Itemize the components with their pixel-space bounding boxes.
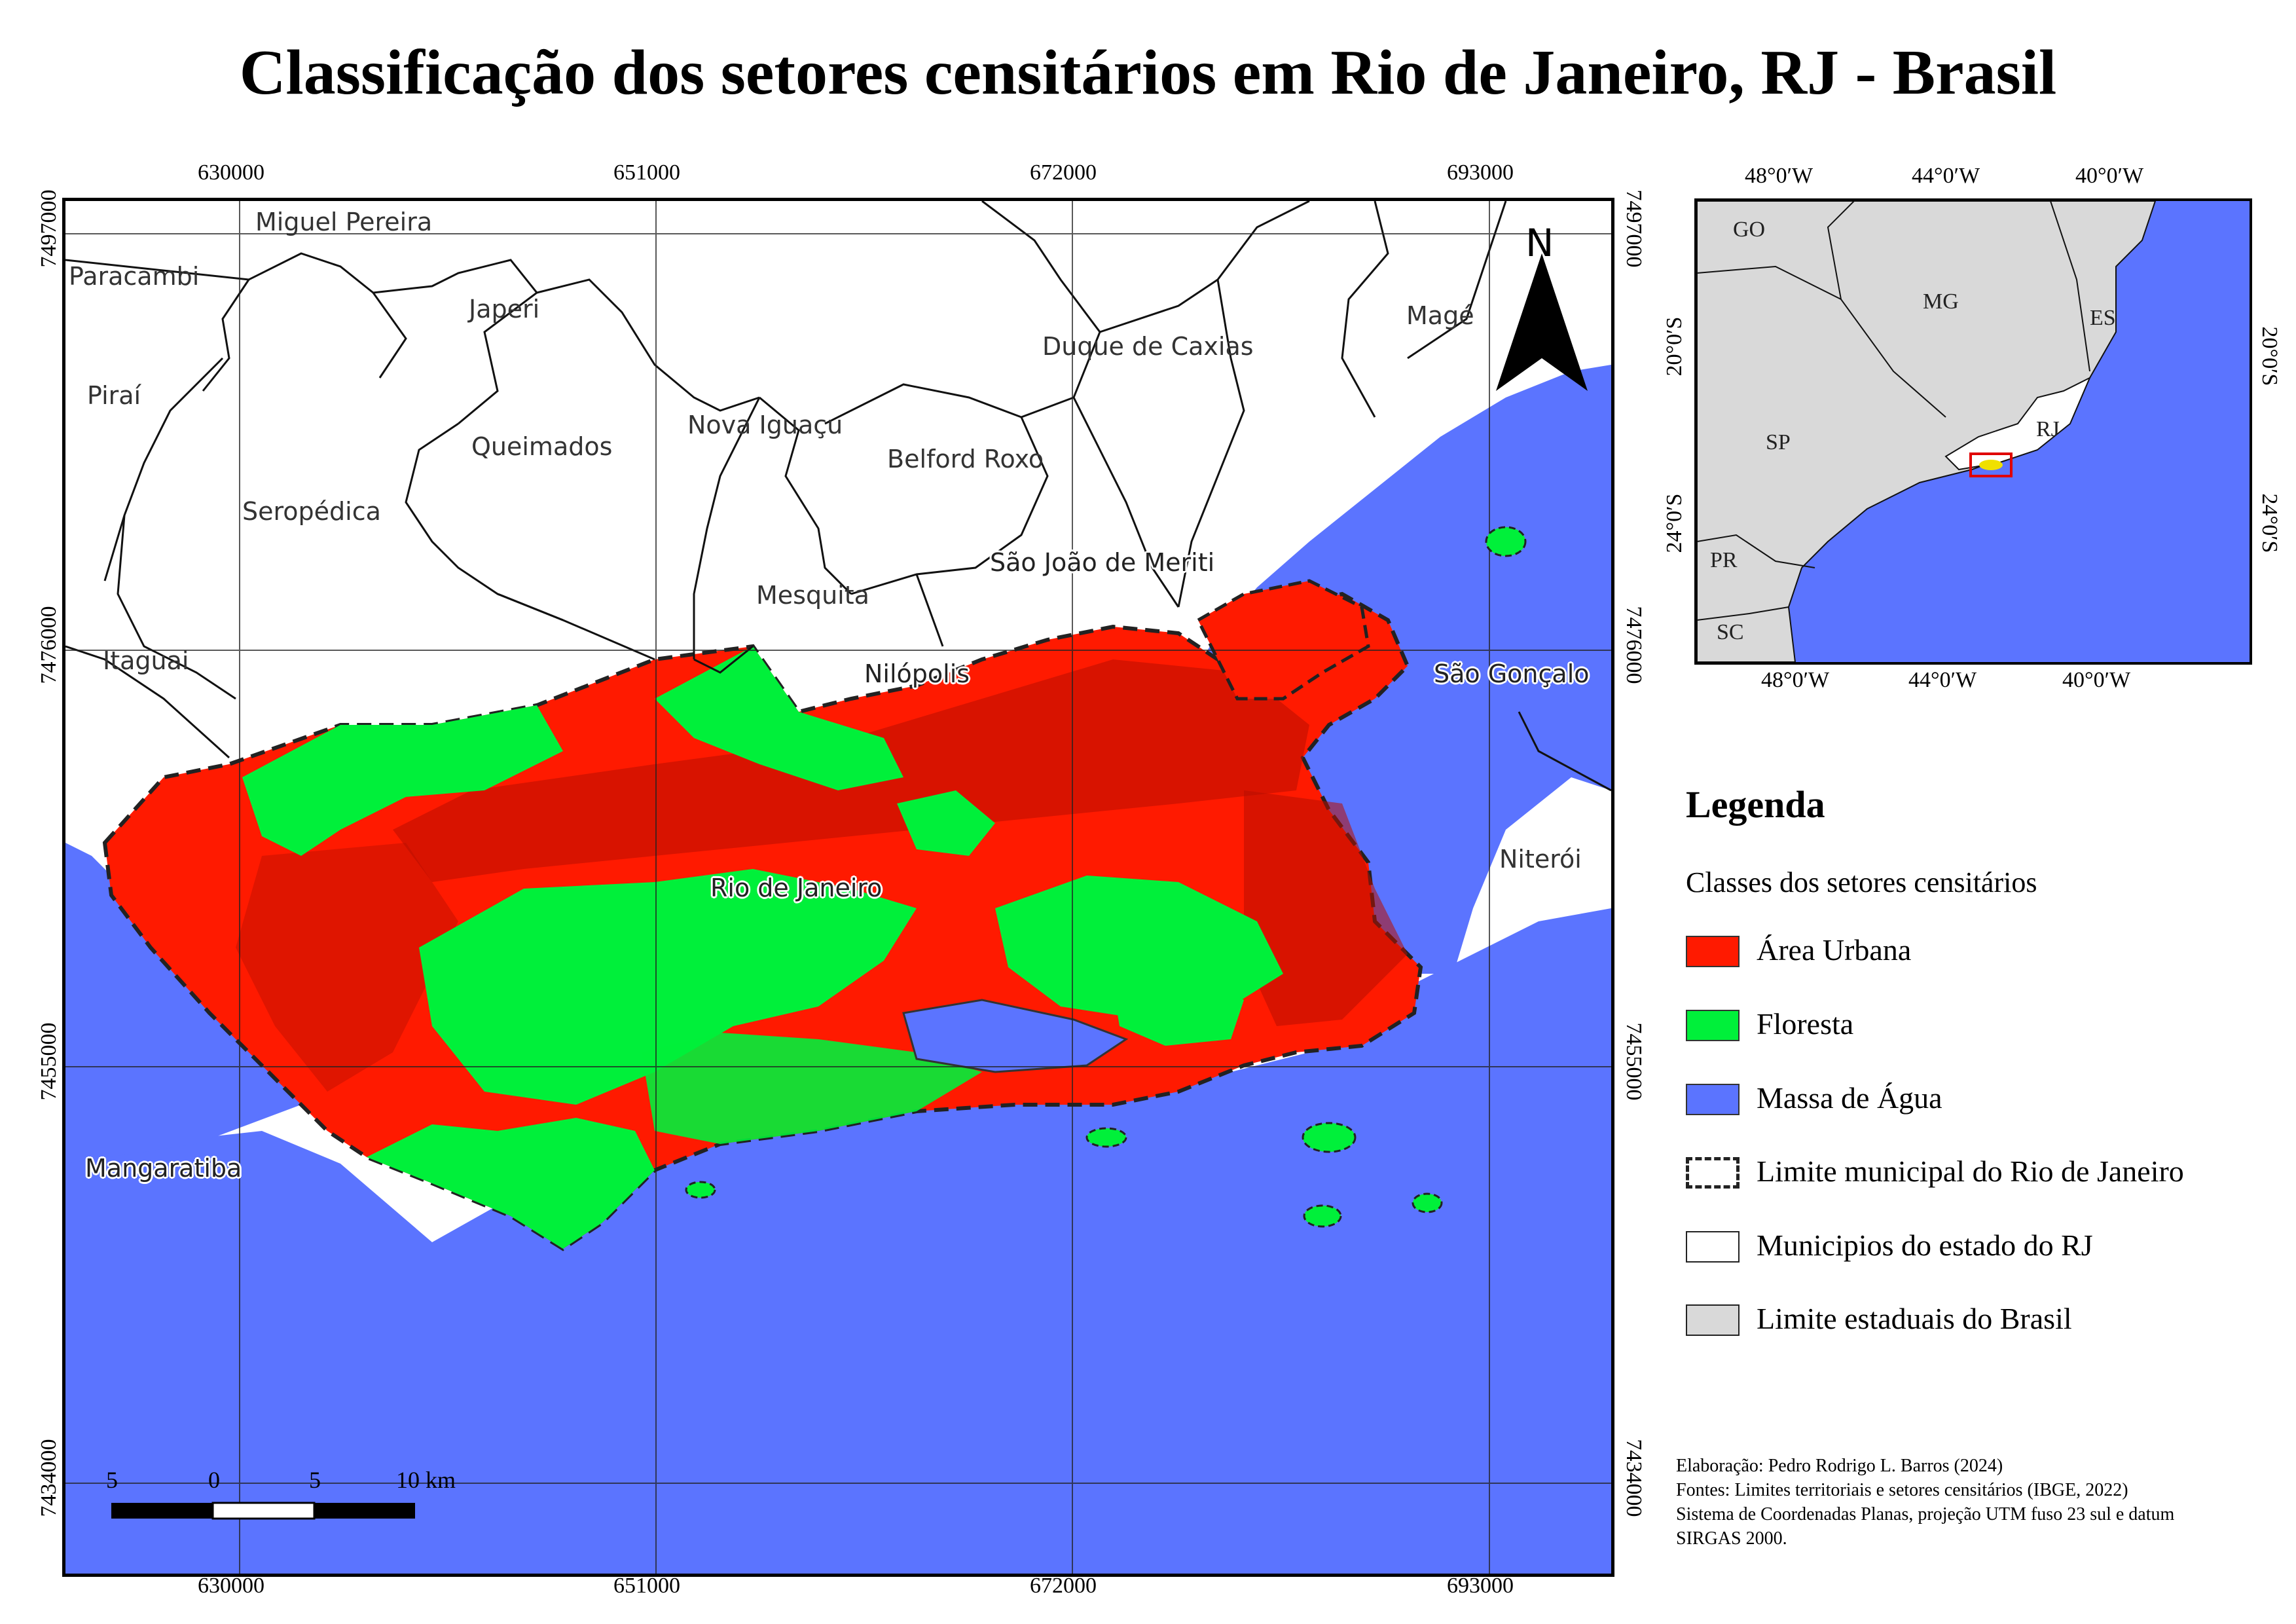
inset-x-tick-top-1: 48°0′W <box>1745 164 1813 188</box>
label-mage: Magé <box>1406 301 1474 330</box>
credit-line-datum: SIRGAS 2000. <box>1676 1528 1787 1549</box>
label-belford-roxo: Belford Roxo <box>887 445 1044 473</box>
inset-x-tick-bottom-2: 44°0′W <box>1908 668 1977 692</box>
label-nova-iguacu: Nova Iguaçu <box>687 411 843 439</box>
credit-line-author: Elaboração: Pedro Rodrigo L. Barros (202… <box>1676 1456 2003 1476</box>
y-tick-left-1: 7497000 <box>37 189 61 268</box>
inset-label-go: GO <box>1733 217 1766 242</box>
label-duque-de-caxias: Duque de Caxias <box>1042 332 1254 361</box>
label-niteroi: Niterói <box>1499 845 1582 874</box>
legend-swatch-water <box>1686 1084 1740 1115</box>
label-queimados: Queimados <box>471 432 613 461</box>
forest-small-2 <box>897 790 995 856</box>
label-mesquita: Mesquita <box>756 581 869 610</box>
north-arrow <box>1496 253 1588 391</box>
inset-map[interactable]: GO MG ES SP RJ PR SC <box>1694 198 2252 665</box>
label-miguel-pereira: Miguel Pereira <box>255 208 433 236</box>
x-tick-top-2: 651000 <box>613 160 680 185</box>
label-pirai: Piraí <box>87 381 141 410</box>
inset-x-tick-bottom-3: 40°0′W <box>2062 668 2131 692</box>
y-tick-left-3: 7455000 <box>37 1022 61 1101</box>
x-tick-top-4: 693000 <box>1447 160 1514 185</box>
inset-extent-box <box>1969 452 2013 477</box>
label-itaguai: Itaguai <box>103 646 189 675</box>
label-nilopolis: Nilópolis <box>864 659 970 688</box>
label-mangaratiba: Mangaratiba <box>85 1154 242 1183</box>
lagoon-jacarepagua <box>902 999 1129 1073</box>
legend-swatch-rj-municipalities <box>1686 1231 1740 1263</box>
inset-label-mg: MG <box>1923 289 1959 314</box>
forest-northwest <box>242 705 563 856</box>
legend-label-brazil-states: Limite estaduais do Brasil <box>1757 1302 2072 1335</box>
inset-label-rj: RJ <box>2036 417 2060 441</box>
scale-bar-graphic <box>111 1502 415 1520</box>
y-tick-right-3: 7455000 <box>1622 1022 1646 1101</box>
x-tick-top-1: 630000 <box>198 160 264 185</box>
inset-x-tick-bottom-1: 48°0′W <box>1761 668 1830 692</box>
label-sao-goncalo: São Gonçalo <box>1434 659 1590 688</box>
inset-label-sc: SC <box>1717 620 1744 644</box>
legend-swatch-brazil-states <box>1686 1304 1740 1336</box>
forest-pedra-branca <box>419 869 917 1105</box>
label-seropedica: Seropédica <box>242 497 381 526</box>
credits: Elaboração: Pedro Rodrigo L. Barros (202… <box>1676 1454 2278 1551</box>
legend-label-urban: Área Urbana <box>1757 933 1912 967</box>
legend-swatch-forest <box>1686 1010 1740 1041</box>
legend-label-water: Massa de Água <box>1757 1081 1942 1115</box>
x-tick-top-3: 672000 <box>1030 160 1097 185</box>
label-rio-de-janeiro: Rio de Janeiro <box>710 874 883 902</box>
inset-y-tick-right-2: 24°0′S <box>2257 493 2282 553</box>
legend-label-rj-municipalities: Municipios do estado do RJ <box>1757 1228 2093 1262</box>
legend-swatch-rio-boundary <box>1686 1157 1740 1189</box>
y-tick-left-2: 7476000 <box>37 606 61 684</box>
y-tick-right-4: 7434000 <box>1622 1439 1646 1517</box>
legend-swatch-urban <box>1686 936 1740 967</box>
y-tick-right-2: 7476000 <box>1622 606 1646 684</box>
water-west <box>65 843 301 1164</box>
inset-map-canvas <box>1697 201 2157 662</box>
credit-line-crs: Sistema de Coordenadas Planas, projeção … <box>1676 1504 2175 1524</box>
inset-y-tick-right-1: 20°0′S <box>2257 326 2282 386</box>
label-paracambi: Paracambi <box>69 262 200 291</box>
legend-subtitle: Classes dos setores censitários <box>1686 866 2037 898</box>
y-tick-right-1: 7497000 <box>1622 189 1646 268</box>
forest-southwest <box>367 1118 655 1249</box>
x-tick-bottom-1: 630000 <box>198 1574 264 1598</box>
scale-label-ten: 10 km <box>396 1467 456 1493</box>
main-map[interactable]: Miguel Pereira Paracambi Japeri Duque de… <box>62 198 1614 1577</box>
label-japeri: Japeri <box>469 295 540 323</box>
scale-label-five: 5 <box>309 1467 321 1493</box>
inset-x-tick-top-2: 44°0′W <box>1912 164 1980 188</box>
inset-y-tick-left-2: 24°0′S <box>1662 493 1686 553</box>
forest-small-1 <box>1113 974 1244 1046</box>
scale-label-left: 5 <box>106 1467 118 1493</box>
urban-ilha-governador <box>1195 579 1370 701</box>
inset-x-tick-top-3: 40°0′W <box>2075 164 2144 188</box>
forest-mid-south <box>642 1033 982 1144</box>
x-tick-bottom-4: 693000 <box>1447 1574 1514 1598</box>
north-label: N <box>1525 221 1554 265</box>
main-map-canvas <box>65 201 1611 1574</box>
scale-label-zero: 0 <box>208 1467 220 1493</box>
x-tick-bottom-2: 651000 <box>613 1574 680 1598</box>
legend-title: Legenda <box>1686 783 1825 826</box>
inset-label-es: ES <box>2090 306 2116 330</box>
legend-label-rio-boundary: Limite municipal do Rio de Janeiro <box>1757 1154 2184 1188</box>
credit-line-sources: Fontes: Limites territoriais e setores c… <box>1676 1480 2128 1500</box>
inset-label-sp: SP <box>1766 430 1791 454</box>
y-tick-left-4: 7434000 <box>37 1439 61 1517</box>
inset-y-tick-left-1: 20°0′S <box>1662 316 1686 377</box>
urban-dense-west <box>236 843 458 1092</box>
forest-gericino <box>655 646 903 790</box>
inset-label-pr: PR <box>1710 548 1738 572</box>
label-sao-joao-de-meriti: São João de Meriti <box>990 548 1215 577</box>
map-title: Classificação dos setores censitários em… <box>239 37 2057 108</box>
legend-label-forest: Floresta <box>1757 1007 1854 1041</box>
x-tick-bottom-3: 672000 <box>1030 1574 1097 1598</box>
urban-dense-east <box>1244 790 1408 1026</box>
